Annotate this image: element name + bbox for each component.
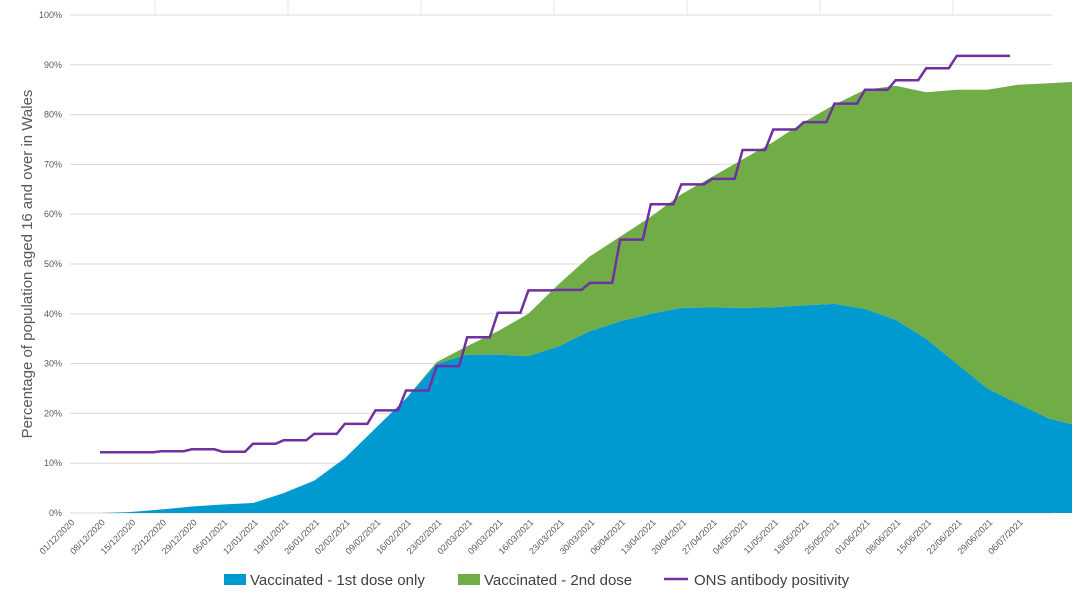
y-tick-label-7: 70% (44, 159, 62, 169)
y-tick-label-3: 30% (44, 359, 62, 369)
y-tick-label-8: 80% (44, 110, 62, 120)
y-tick-label-9: 90% (44, 60, 62, 70)
line-ons-antibody (100, 54, 1010, 454)
y-tick-label-1: 10% (44, 458, 62, 468)
areas (100, 82, 1072, 513)
legend-swatch-1 (458, 574, 480, 585)
lines (100, 54, 1010, 454)
y-axis-ticks: 0% 10% 20% 30% 40% 50% 60% 70% 80% 90% 100% (39, 10, 62, 518)
area-second-dose (100, 82, 1072, 513)
legend-label-1: Vaccinated - 2nd dose (484, 572, 632, 589)
y-tick-label-5: 50% (44, 259, 62, 269)
y-tick-label-10: 100% (39, 10, 62, 20)
y-tick-label-2: 20% (44, 408, 62, 418)
legend: Vaccinated - 1st dose only Vaccinated - 2… (224, 572, 850, 589)
legend-swatch-0 (224, 574, 246, 585)
y-axis-label: Percentage of population aged 16 and ove… (19, 90, 36, 439)
area-first-dose (100, 303, 1072, 513)
y-tick-label-6: 60% (44, 209, 62, 219)
legend-label-0: Vaccinated - 1st dose only (250, 572, 425, 589)
y-tick-label-4: 40% (44, 309, 62, 319)
legend-label-2: ONS antibody positivity (694, 572, 850, 589)
y-tick-label-0: 0% (49, 508, 62, 518)
